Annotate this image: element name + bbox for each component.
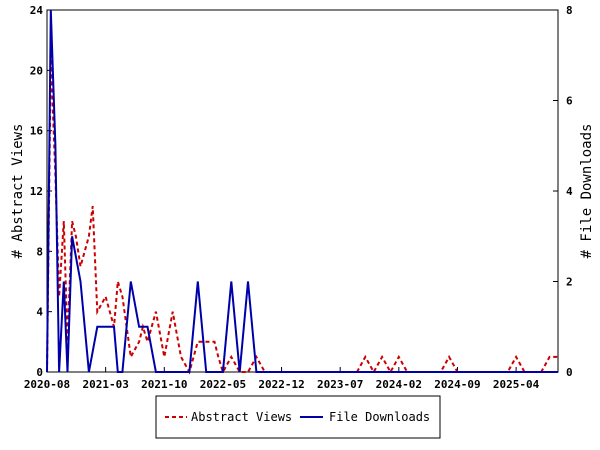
- x-tick-label: 2021-03: [82, 378, 128, 391]
- left-axis: 0 4 8 12 16 20 24: [30, 4, 52, 379]
- legend-label-file-downloads: File Downloads: [329, 410, 430, 424]
- series-layer: [46, 9, 558, 375]
- legend-box: [155, 395, 441, 439]
- y-left-tick-label: 12: [30, 185, 43, 198]
- x-tick-label: 2023-07: [317, 378, 363, 391]
- x-tick-label: 2022-05: [200, 378, 246, 391]
- x-tick-label: 2022-12: [258, 378, 304, 391]
- y-right-tick-label: 8: [566, 4, 573, 17]
- right-axis: 0 2 4 6 8: [553, 4, 573, 379]
- x-tick-label: 2025-04: [493, 378, 540, 391]
- y-left-tick-label: 20: [30, 64, 43, 77]
- legend: Abstract Views File Downloads: [155, 395, 441, 439]
- file-downloads-series-line: [46, 9, 558, 373]
- y-right-tick-label: 0: [566, 366, 573, 379]
- y-left-tick-label: 4: [36, 306, 43, 319]
- x-tick-label: 2024-02: [376, 378, 422, 391]
- y-right-tick-label: 2: [566, 276, 573, 289]
- y-left-tick-label: 24: [30, 4, 44, 17]
- y-left-tick-label: 16: [30, 125, 44, 138]
- y-right-tick-label: 4: [566, 185, 573, 198]
- y-left-tick-label: 8: [36, 245, 43, 258]
- legend-label-abstract-views: Abstract Views: [191, 410, 292, 424]
- abstract-views-series-line: [46, 55, 558, 375]
- y-right-tick-label: 6: [566, 95, 573, 108]
- y-left-tick-label: 0: [36, 366, 43, 379]
- x-axis: 2020-08 2021-03 2021-10 2022-05 2022-12 2023-…: [24, 367, 540, 391]
- y-right-axis-title: # File Downloads: [579, 124, 595, 259]
- x-tick-label: 2021-10: [141, 378, 187, 391]
- plot-area: [46, 9, 559, 373]
- y-left-axis-title: # Abstract Views: [10, 124, 26, 259]
- x-tick-label: 2020-08: [24, 378, 70, 391]
- x-tick-label: 2024-09: [434, 378, 480, 391]
